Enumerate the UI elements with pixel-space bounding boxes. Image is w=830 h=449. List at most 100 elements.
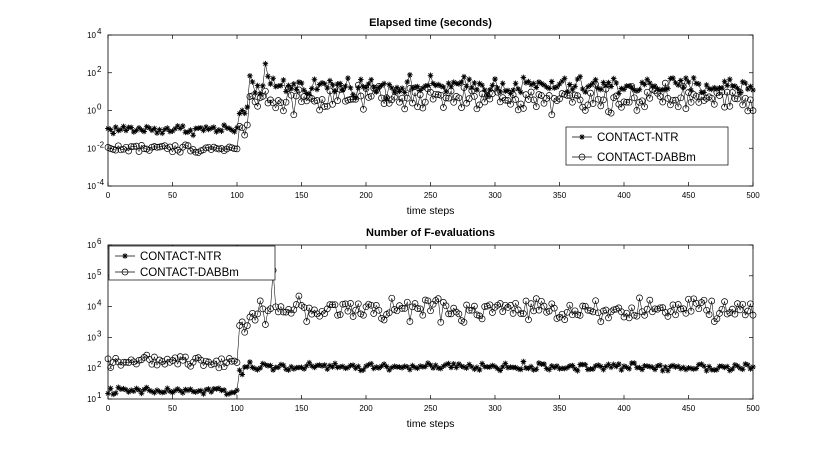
data-point [403,94,411,102]
data-point [360,367,367,373]
data-point [679,83,687,90]
legend-marker [578,153,586,161]
data-point [314,86,320,93]
legend-box [108,245,276,281]
data-point [270,75,276,82]
legend-label: CONTACT-NTR [140,251,222,263]
data-point [342,300,349,308]
data-point [726,102,734,110]
x-tick-label: 500 [746,191,760,200]
data-point [249,92,256,100]
data-point [326,301,334,308]
data-point [360,105,367,113]
data-point [331,84,339,92]
data-point [130,143,138,151]
data-point [535,306,543,314]
data-point [277,303,285,310]
data-point [706,85,712,92]
data-point [448,84,454,90]
data-point [340,363,346,370]
data-point [543,84,550,90]
data-point [380,316,388,324]
data-point [385,309,393,317]
data-point [290,306,298,314]
data-point [600,79,607,86]
data-point [466,361,472,368]
data-point [582,89,589,95]
data-point [688,365,694,372]
legend: CONTACT-NTR CONTACT-DABBm [565,126,729,166]
data-point [368,360,374,367]
y-tick-exponent: 3 [97,329,102,338]
data-point [162,389,168,395]
data-point [567,363,573,369]
data-point [729,89,736,96]
data-point [512,96,519,103]
data-point [489,309,496,316]
data-point [518,89,524,96]
data-point [318,96,326,103]
data-point [505,87,511,94]
data-point [234,387,240,393]
data-point [633,312,641,320]
data-point [499,80,506,87]
data-point [228,357,236,365]
data-point [256,297,264,305]
plot-frame [107,244,754,400]
data-point [747,300,754,308]
data-point [254,310,261,318]
series-line [107,83,754,153]
data-point [665,85,671,92]
data-point [747,83,754,90]
data-point [319,80,325,86]
data-point [597,102,605,110]
data-point [404,79,411,85]
data-point [443,361,449,368]
data-point [131,129,137,135]
data-point [221,387,227,393]
data-point [448,364,454,371]
data-point [331,301,339,309]
data-point [409,362,416,369]
data-point [672,311,679,319]
data-point [223,125,230,131]
data-point [667,363,674,370]
x-axis-label: time steps [407,418,455,430]
data-point [107,385,114,392]
data-point [363,84,369,91]
data-point [739,79,746,85]
x-tick-label: 400 [617,404,631,413]
data-point [327,77,333,84]
data-point [386,367,392,373]
data-point [110,130,116,137]
data-point [414,305,421,312]
data-point [301,87,307,94]
data-point [243,322,251,329]
data-point [683,75,689,81]
data-point [367,92,375,100]
data-point [437,318,445,326]
data-point [675,82,681,88]
data-point [270,367,276,373]
data-point [621,86,627,93]
data-point [561,75,568,82]
data-point [564,89,570,95]
data-point [556,95,563,103]
data-point [404,364,411,370]
data-point [156,143,163,151]
x-tick-label: 50 [168,404,177,413]
x-tick-label: 150 [295,191,309,200]
data-point [551,364,558,371]
data-point [301,366,307,372]
data-point [159,130,165,137]
data-point [149,127,155,134]
data-point [489,362,496,369]
data-point [726,309,734,316]
elapsed-time-chart: Elapsed time (seconds) 0 50 100 150 200 250 30… [87,17,760,217]
data-point [499,364,506,370]
data-point [724,363,730,370]
data-point [272,104,280,112]
data-point [259,93,267,100]
data-point [592,363,599,369]
data-point [497,367,503,374]
